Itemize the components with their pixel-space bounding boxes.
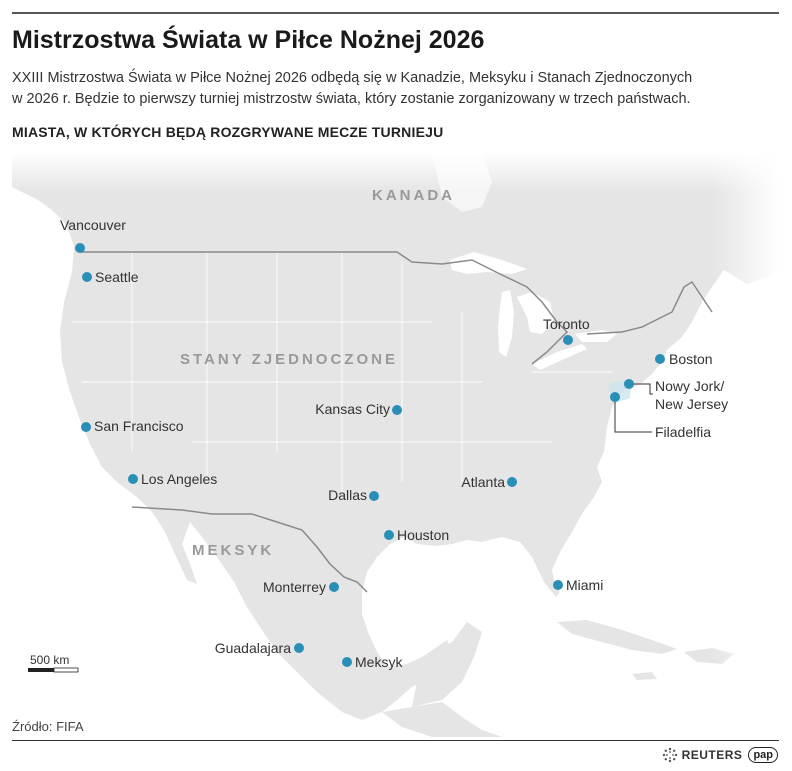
marker-san-francisco[interactable] bbox=[81, 422, 91, 432]
marker-new-york[interactable] bbox=[624, 379, 634, 389]
international-borders bbox=[80, 251, 713, 593]
page-title: Mistrzostwa Świata w Piłce Nożnej 2026 bbox=[12, 26, 485, 54]
north-america-map: KANADA STANY ZJEDNOCZONE MEKSYK Vancouve… bbox=[12, 152, 780, 737]
label-san-francisco: San Francisco bbox=[94, 418, 184, 434]
marker-dallas[interactable] bbox=[369, 491, 379, 501]
marker-mexico-city[interactable] bbox=[342, 657, 352, 667]
philadelphia-leader-line bbox=[614, 398, 652, 433]
marker-los-angeles[interactable] bbox=[128, 474, 138, 484]
label-monterrey: Monterrey bbox=[263, 579, 326, 595]
canada-us-border bbox=[80, 251, 713, 365]
source-note: Źródło: FIFA bbox=[12, 719, 84, 734]
label-new-york-line1: Nowy Jork/ bbox=[655, 378, 724, 394]
marker-guadalajara[interactable] bbox=[294, 643, 304, 653]
fade-top bbox=[12, 152, 780, 192]
bottom-rule bbox=[12, 740, 779, 741]
label-guadalajara: Guadalajara bbox=[215, 640, 291, 656]
city-labels: Vancouver Seattle San Francisco Los Ange… bbox=[60, 217, 728, 670]
lake-michigan bbox=[498, 290, 514, 357]
scale-bar: 500 km bbox=[28, 653, 79, 673]
label-atlanta: Atlanta bbox=[461, 474, 505, 490]
pap-logo: pap bbox=[748, 747, 778, 763]
label-new-york-line2: New Jersey bbox=[655, 396, 728, 412]
marker-kansas-city[interactable] bbox=[392, 405, 402, 415]
state-borders bbox=[72, 252, 612, 492]
label-los-angeles: Los Angeles bbox=[141, 471, 217, 487]
top-rule bbox=[12, 12, 779, 14]
scale-bar-white bbox=[53, 667, 79, 673]
label-boston: Boston bbox=[669, 351, 713, 367]
label-kansas-city: Kansas City bbox=[315, 401, 390, 417]
marker-houston[interactable] bbox=[384, 530, 394, 540]
label-vancouver: Vancouver bbox=[60, 217, 126, 233]
description-line-2: w 2026 r. Będzie to pierwszy turniej mis… bbox=[12, 91, 691, 107]
label-miami: Miami bbox=[566, 577, 603, 593]
fade-right bbox=[712, 152, 780, 737]
central-america bbox=[382, 702, 502, 737]
us-mexico-border bbox=[131, 506, 368, 593]
description-line-1: XXIII Mistrzostwa Świata w Piłce Nożnej … bbox=[12, 70, 693, 86]
country-label-usa: STANY ZJEDNOCZONE bbox=[180, 351, 398, 368]
scale-bar-black bbox=[28, 668, 54, 672]
label-seattle: Seattle bbox=[95, 269, 139, 285]
marker-boston[interactable] bbox=[655, 354, 665, 364]
marker-atlanta[interactable] bbox=[507, 477, 517, 487]
cuba bbox=[557, 620, 677, 654]
country-label-mexico: MEKSYK bbox=[192, 542, 274, 559]
label-philadelphia: Filadelfia bbox=[655, 424, 711, 440]
land-north-america bbox=[12, 152, 780, 720]
scale-label: 500 km bbox=[30, 653, 69, 667]
reuters-dots-icon bbox=[662, 747, 677, 763]
description: XXIII Mistrzostwa Świata w Piłce Nożnej … bbox=[12, 68, 772, 110]
label-houston: Houston bbox=[397, 527, 449, 543]
city-markers bbox=[75, 243, 665, 667]
jamaica bbox=[632, 672, 657, 680]
nyc-leader-line bbox=[630, 383, 653, 395]
marker-monterrey[interactable] bbox=[329, 582, 339, 592]
yucatan bbox=[412, 622, 482, 707]
marker-miami[interactable] bbox=[553, 580, 563, 590]
publisher-logos: REUTERS pap bbox=[662, 747, 778, 763]
lake-superior bbox=[450, 252, 527, 274]
reuters-logo-text: REUTERS bbox=[681, 748, 743, 762]
label-dallas: Dallas bbox=[328, 487, 367, 503]
lake-erie bbox=[532, 344, 587, 370]
label-toronto: Toronto bbox=[543, 316, 590, 332]
lake-huron bbox=[517, 292, 554, 334]
marker-toronto[interactable] bbox=[563, 335, 573, 345]
marker-seattle[interactable] bbox=[82, 272, 92, 282]
country-label-canada: KANADA bbox=[372, 187, 455, 204]
marker-philadelphia[interactable] bbox=[610, 392, 620, 402]
marker-vancouver[interactable] bbox=[75, 243, 85, 253]
reuters-logo: REUTERS bbox=[662, 747, 743, 763]
label-mexico-city: Meksyk bbox=[355, 654, 403, 670]
map-subheading: MIASTA, W KTÓRYCH BĘDĄ ROZGRYWANE MECZE … bbox=[12, 124, 444, 140]
